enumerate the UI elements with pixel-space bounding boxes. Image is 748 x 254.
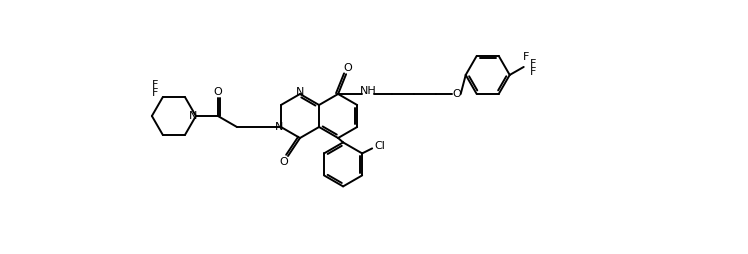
Text: O: O (344, 63, 352, 73)
Text: F: F (152, 88, 158, 98)
Text: F: F (530, 59, 536, 69)
Text: NH: NH (360, 86, 377, 96)
Text: N: N (275, 122, 283, 132)
Text: F: F (530, 67, 536, 77)
Text: O: O (453, 89, 461, 99)
Text: F: F (523, 52, 529, 62)
Text: F: F (152, 80, 158, 90)
Text: N: N (188, 111, 197, 121)
Text: N: N (295, 87, 304, 97)
Text: Cl: Cl (375, 141, 386, 151)
Text: O: O (213, 87, 222, 97)
Text: O: O (280, 157, 289, 167)
